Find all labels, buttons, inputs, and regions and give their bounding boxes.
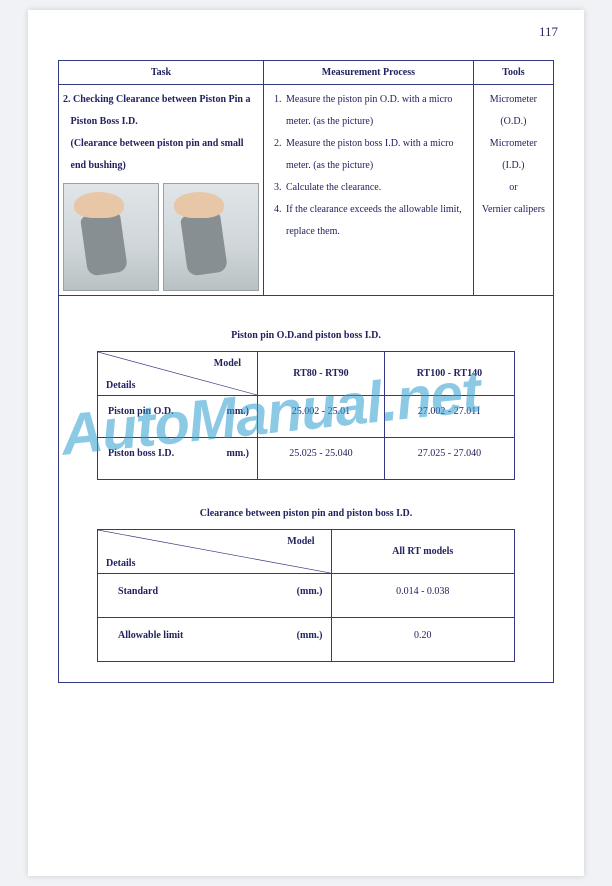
t1-r2c2: 27.025 - 27.040 xyxy=(384,438,514,480)
tool-l1: Micrometer xyxy=(490,94,537,105)
task-num: 2. xyxy=(63,94,71,105)
t2-header-row: Model Details All RT models xyxy=(98,530,515,574)
measurement-cell: Measure the piston pin O.D. with a micro… xyxy=(264,85,474,296)
task-title: Checking Clearance between Piston Pin a xyxy=(73,94,251,105)
content-row: Piston pin O.D.and piston boss I.D. Mode… xyxy=(59,296,554,683)
meas-item-3: Calculate the clearance. xyxy=(284,177,469,199)
task-line4: end bushing) xyxy=(71,160,126,171)
page: 117 Task Measurement Process Tools 2. Ch… xyxy=(28,10,584,876)
t2-model-label: Model xyxy=(287,536,314,547)
t2-col1: All RT models xyxy=(331,530,514,574)
t1-r1c1: 25.002 - 25.01 xyxy=(258,396,385,438)
t1-row2: Piston boss I.D. mm.) 25.025 - 25.040 27… xyxy=(98,438,515,480)
main-table: Task Measurement Process Tools 2. Checki… xyxy=(58,60,554,683)
t1-model-label: Model xyxy=(214,358,241,369)
page-number: 117 xyxy=(58,24,558,40)
task-line3: (Clearance between piston pin and small xyxy=(71,138,244,149)
t2-row1-label: Standard (mm.) xyxy=(98,574,331,618)
t2-details-label: Details xyxy=(106,558,135,569)
meas-item-1: Measure the piston pin O.D. with a micro… xyxy=(284,89,469,133)
t1-col1: RT80 - RT90 xyxy=(258,352,385,396)
tools-cell: Micrometer (O.D.) Micrometer (I.D.) or V… xyxy=(473,85,553,296)
tool-l6: Vernier calipers xyxy=(482,204,545,215)
t2-diag-cell: Model Details xyxy=(98,530,331,574)
tool-l5: or xyxy=(509,182,517,193)
table2-caption: Clearance between piston pin and piston … xyxy=(63,480,549,529)
header-tools: Tools xyxy=(473,61,553,85)
t1-r1c2: 27.002 - 27.011 xyxy=(384,396,514,438)
tool-l2: (O.D.) xyxy=(500,116,526,127)
tool-l4: (I.D.) xyxy=(502,160,524,171)
body-row: 2. Checking Clearance between Piston Pin… xyxy=(59,85,554,296)
spec-table-1: Model Details RT80 - RT90 RT100 - RT140 … xyxy=(97,351,515,480)
photo-micrometer-od xyxy=(63,183,159,291)
t1-header-row: Model Details RT80 - RT90 RT100 - RT140 xyxy=(98,352,515,396)
content-cell: Piston pin O.D.and piston boss I.D. Mode… xyxy=(59,296,554,683)
t1-diag-cell: Model Details xyxy=(98,352,258,396)
t2-row1: Standard (mm.) 0.014 - 0.038 xyxy=(98,574,515,618)
t1-details-label: Details xyxy=(106,380,135,391)
task-line2: Piston Boss I.D. xyxy=(71,116,138,127)
spec-table-2: Model Details All RT models Standard (mm… xyxy=(97,529,515,662)
t2-r1c1: 0.014 - 0.038 xyxy=(331,574,514,618)
header-row: Task Measurement Process Tools xyxy=(59,61,554,85)
photos-container xyxy=(63,183,259,291)
t1-col2: RT100 - RT140 xyxy=(384,352,514,396)
t2-row2-label: Allowable limit (mm.) xyxy=(98,618,331,662)
task-cell: 2. Checking Clearance between Piston Pin… xyxy=(59,85,264,296)
t1-row1: Piston pin O.D. mm.) 25.002 - 25.01 27.0… xyxy=(98,396,515,438)
header-measurement: Measurement Process xyxy=(264,61,474,85)
header-task: Task xyxy=(59,61,264,85)
tool-l3: Micrometer xyxy=(490,138,537,149)
table1-caption: Piston pin O.D.and piston boss I.D. xyxy=(63,300,549,351)
t1-r2c1: 25.025 - 25.040 xyxy=(258,438,385,480)
t2-r2c1: 0.20 xyxy=(331,618,514,662)
meas-item-2: Measure the piston boss I.D. with a micr… xyxy=(284,133,469,177)
t1-row2-label: Piston boss I.D. mm.) xyxy=(98,438,258,480)
meas-item-4: If the clearance exceeds the allowable l… xyxy=(284,199,469,243)
photo-micrometer-id xyxy=(163,183,259,291)
t2-row2: Allowable limit (mm.) 0.20 xyxy=(98,618,515,662)
measurement-list: Measure the piston pin O.D. with a micro… xyxy=(268,89,469,243)
t1-row1-label: Piston pin O.D. mm.) xyxy=(98,396,258,438)
